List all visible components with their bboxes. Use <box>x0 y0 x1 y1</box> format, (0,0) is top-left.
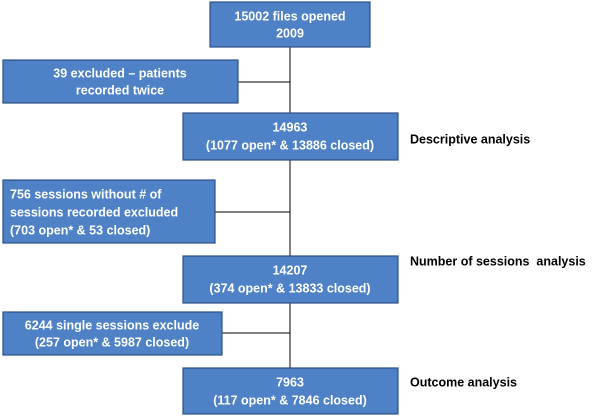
node-text: 14963 <box>273 120 308 134</box>
node-text: 2009 <box>276 26 304 40</box>
node-text: (374 open* & 13833 closed) <box>209 281 370 295</box>
node-text: sessions recorded excluded <box>10 205 178 219</box>
node-text: (117 open* & 7846 closed) <box>213 393 367 407</box>
side-label: Descriptive analysis <box>410 132 530 146</box>
node-box <box>209 1 371 48</box>
side-label: Outcome analysis <box>410 375 517 389</box>
node-text: 6244 single sessions exclude <box>25 318 199 332</box>
node-text: (703 open* & 53 closed) <box>10 223 150 237</box>
node-box <box>2 59 239 104</box>
side-label: Number of sessions analysis <box>410 254 586 268</box>
node-box <box>182 367 399 415</box>
node-text: 756 sessions without # of <box>10 187 162 201</box>
connectors <box>215 47 291 368</box>
node-text: 39 excluded – patients <box>53 66 186 80</box>
node-box <box>2 311 223 356</box>
node-text: 7963 <box>276 375 304 389</box>
node-box <box>2 179 216 244</box>
node-text: 14207 <box>273 263 308 277</box>
node-text: recorded twice <box>76 83 164 97</box>
node-text: (257 open* & 5987 closed) <box>35 335 189 349</box>
node-box <box>182 255 399 304</box>
node-box <box>182 112 399 161</box>
node-text: 15002 files opened <box>234 9 345 23</box>
node-text: (1077 open* & 13886 closed) <box>206 138 374 152</box>
